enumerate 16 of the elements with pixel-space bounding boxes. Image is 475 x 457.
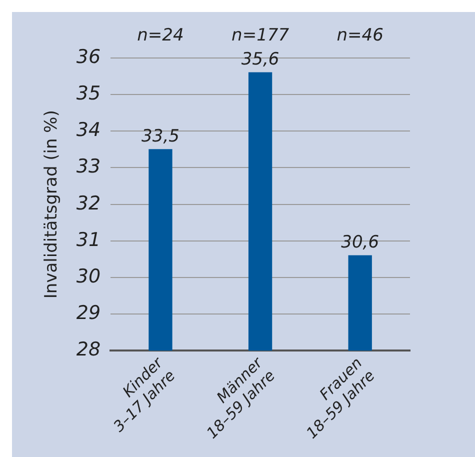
y-tick-label: 31: [76, 228, 101, 251]
y-tick-label: 33: [76, 156, 101, 178]
data-label: 35,6: [241, 50, 280, 70]
y-tick-label: 28: [76, 338, 101, 361]
y-tick-label: 30: [76, 265, 101, 288]
y-tick-label: 36: [76, 46, 101, 68]
y-tick-label: 32: [76, 192, 101, 214]
text: n=177: [232, 25, 290, 46]
y-tick-label: 34: [76, 119, 101, 142]
y-tick-label: 35: [76, 82, 101, 105]
text: n=46: [336, 25, 384, 46]
text: n=24: [137, 25, 184, 46]
y-axis-title: Invaliditätsgrad (in %): [42, 110, 62, 299]
data-label: 33,5: [142, 126, 180, 146]
data-label: 30,6: [341, 232, 380, 252]
y-tick-label: 29: [76, 302, 101, 324]
